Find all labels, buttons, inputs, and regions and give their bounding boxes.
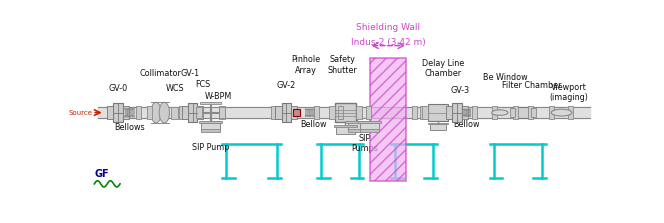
Bar (201, 122, 220, 130)
Bar (347, 129, 366, 132)
Bar (568, 106, 574, 119)
Text: GV-0: GV-0 (108, 84, 127, 93)
Bar (197, 107, 203, 118)
Bar (471, 106, 477, 119)
Bar (291, 106, 297, 119)
Circle shape (551, 109, 572, 116)
Ellipse shape (151, 102, 161, 123)
Bar (428, 104, 448, 121)
Bar (452, 103, 461, 122)
Bar (428, 123, 448, 124)
Bar (361, 129, 379, 132)
Bar (528, 106, 533, 119)
Text: Bellow: Bellow (300, 120, 327, 129)
Bar (197, 106, 203, 119)
Bar (182, 106, 188, 119)
Bar (446, 106, 452, 119)
Bar (334, 125, 357, 127)
Bar (199, 121, 222, 123)
Bar (179, 106, 185, 119)
Bar (356, 106, 362, 120)
Bar (366, 106, 371, 119)
Text: GV-3: GV-3 (450, 87, 469, 95)
Text: Indus-2 (3.42 m): Indus-2 (3.42 m) (351, 38, 426, 47)
Text: GF: GF (94, 169, 109, 180)
Bar (359, 121, 381, 123)
Text: Bellow: Bellow (453, 120, 479, 129)
Bar (531, 108, 537, 118)
Text: GV-1: GV-1 (181, 69, 200, 78)
Text: Filter Chamber: Filter Chamber (503, 81, 562, 90)
Bar (219, 106, 224, 119)
Bar (430, 124, 446, 130)
Text: Viewport
(imaging): Viewport (imaging) (550, 83, 589, 102)
Bar (370, 58, 406, 181)
Bar (336, 126, 355, 134)
Circle shape (491, 110, 508, 115)
Bar (136, 106, 141, 119)
Bar (107, 106, 114, 119)
Bar (513, 106, 518, 119)
Bar (201, 102, 221, 104)
Bar (293, 109, 299, 116)
Text: Bellows: Bellows (114, 123, 145, 132)
Text: GV-2: GV-2 (277, 81, 296, 90)
Bar (282, 103, 291, 122)
Bar (147, 106, 153, 119)
Text: Source: Source (68, 110, 92, 116)
Bar (422, 106, 428, 120)
Text: Pinhole
Array: Pinhole Array (291, 56, 321, 75)
Ellipse shape (159, 102, 169, 123)
Bar (345, 121, 368, 123)
Text: FCS: FCS (195, 81, 210, 89)
Text: SIP Pump: SIP Pump (192, 143, 229, 152)
Bar (201, 129, 220, 132)
Bar (509, 108, 515, 118)
Text: Collimator: Collimator (139, 69, 181, 78)
Bar (197, 106, 203, 119)
Bar (420, 106, 425, 119)
Bar (412, 106, 418, 119)
Bar (313, 106, 319, 119)
Text: Shielding Wall: Shielding Wall (356, 23, 420, 32)
Bar (201, 121, 221, 123)
Bar (361, 122, 379, 130)
Bar (338, 106, 343, 119)
Text: SIP
Pumps: SIP Pumps (351, 134, 378, 153)
Text: WCS: WCS (165, 84, 184, 93)
Bar (329, 106, 335, 120)
Bar (492, 106, 497, 119)
Bar (276, 106, 282, 119)
Bar (347, 122, 366, 130)
Bar (548, 106, 554, 119)
Bar (114, 103, 123, 122)
Bar (271, 106, 276, 119)
Bar (123, 106, 129, 119)
Bar (515, 107, 531, 118)
Text: Delay Line
Chamber: Delay Line Chamber (422, 59, 464, 78)
Bar (335, 103, 356, 122)
Bar (275, 106, 280, 119)
Bar (461, 106, 468, 119)
Text: Safety
Shutter: Safety Shutter (328, 56, 358, 75)
Bar (188, 103, 197, 122)
Bar (171, 107, 178, 119)
Bar (219, 107, 225, 118)
Text: Be Window: Be Window (483, 73, 527, 82)
Text: W-BPM: W-BPM (205, 93, 232, 101)
Bar (448, 106, 455, 120)
